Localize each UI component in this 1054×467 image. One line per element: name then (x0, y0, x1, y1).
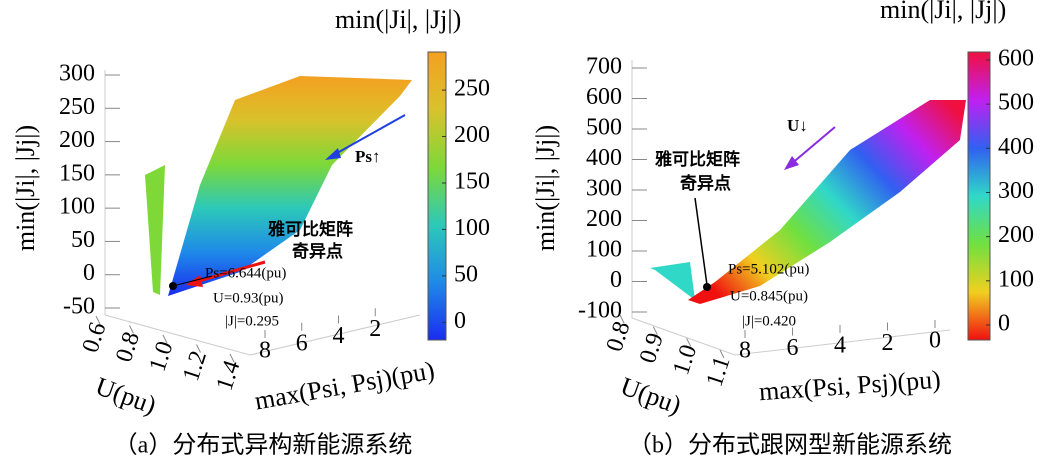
colorbar-tick-label: 0 (998, 310, 1010, 336)
z-tick-label: 100 (59, 194, 95, 220)
colorbar-tick-label: 300 (998, 178, 1034, 204)
annotation: 奇异点 (680, 173, 731, 193)
colorbar (967, 51, 991, 341)
x-tick-label: 0.6 (78, 319, 112, 356)
y-tick-label: 4 (834, 333, 846, 359)
annotation: |J|=0.295 (225, 313, 279, 329)
colorbar-title: min(|Ji|, |Jj|) (335, 5, 461, 34)
x-tick-label: 1.2 (178, 348, 212, 385)
y-tick-label: 2 (369, 316, 381, 342)
z-tick-label: 250 (59, 94, 95, 120)
surface (688, 100, 966, 304)
arrow (194, 260, 266, 284)
colorbar-tick-label: 100 (454, 215, 490, 241)
surface-flap (145, 165, 165, 295)
x-tick-label: 0.9 (635, 330, 669, 367)
y-axis-label: max(Psi, Psj)(pu) (758, 365, 942, 407)
z-tick-label: 300 (586, 176, 622, 202)
x-tick-label: 0.8 (111, 329, 145, 366)
y-tick-label: 8 (739, 338, 751, 364)
caption: （a）分布式异构新能源系统 (114, 432, 413, 459)
colorbar-tick-label: 250 (454, 76, 490, 102)
colorbar-tick-label: 200 (454, 122, 490, 148)
singular-point (703, 283, 711, 291)
caption: （b）分布式跟网型新能源系统 (628, 432, 952, 459)
annotation: |J|=0.420 (742, 313, 796, 329)
colorbar-tick-label: 100 (998, 266, 1034, 292)
axis-box (631, 60, 951, 356)
y-tick-label: 0 (929, 328, 941, 354)
colorbar-title: min(|Ji|, |Jj|) (880, 0, 1006, 24)
arrow-head (325, 148, 341, 160)
x-tick (719, 349, 725, 359)
z-tick-label: 150 (59, 160, 95, 186)
arrow-head (784, 156, 799, 170)
z-tick-label: 400 (586, 145, 622, 171)
colorbar-tick-label: 600 (998, 45, 1034, 71)
arrow (789, 126, 836, 166)
x-tick (229, 353, 235, 363)
z-tick-label: 100 (586, 237, 622, 263)
annotation: Ps=5.102(pu) (728, 261, 809, 277)
z-tick-label: 0 (610, 267, 622, 293)
annotation: 雅可比矩阵 (267, 219, 353, 239)
x-tick (619, 314, 625, 324)
surface (168, 76, 412, 296)
x-tick-label: 0.8 (602, 318, 636, 355)
surface-flap (650, 262, 695, 300)
colorbar-tick-label: 0 (454, 308, 466, 334)
leader (172, 275, 213, 287)
z-tick-label: 0 (83, 260, 95, 286)
annotation: Ps↑ (355, 147, 381, 166)
x-tick (129, 325, 134, 334)
x-tick (686, 338, 692, 347)
z-tick-label: 600 (586, 84, 622, 110)
y-tick-label: 6 (296, 330, 308, 356)
colorbar (427, 51, 447, 341)
z-tick-label: 200 (59, 127, 95, 153)
y-axis-label: max(Psi, Psj)(pu) (252, 355, 436, 415)
leader (694, 197, 708, 286)
x-tick (652, 326, 658, 335)
z-tick-label: -100 (578, 298, 622, 324)
colorbar-tick-label: 400 (998, 134, 1034, 160)
z-tick-label: 700 (586, 54, 622, 80)
y-tick-label: 8 (259, 338, 271, 364)
y-tick-label: 6 (787, 335, 799, 361)
x-tick-label: 1.1 (702, 353, 736, 390)
arrow (329, 114, 406, 158)
annotation: 奇异点 (292, 241, 343, 261)
y-tick-label: 4 (333, 323, 345, 349)
x-axis-label: U(pu) (92, 371, 160, 419)
z-axis-label: min(|Ji|, |Jj|) (11, 125, 40, 251)
z-tick-label: 500 (586, 115, 622, 141)
annotation: Ps=6.644(pu) (205, 265, 286, 281)
colorbar-tick-label: 200 (998, 222, 1034, 248)
annotation: U=0.845(pu) (730, 288, 808, 304)
axis-box (104, 70, 421, 356)
x-tick (162, 334, 168, 344)
annotation: U↓ (787, 116, 808, 135)
colorbar-tick-label: 150 (454, 168, 490, 194)
x-tick (196, 344, 201, 353)
z-axis-label: min(|Ji|, |Jj|) (531, 125, 560, 251)
annotation: 雅可比矩阵 (654, 149, 740, 169)
z-tick-label: 50 (71, 227, 95, 253)
z-tick-label: -50 (63, 294, 95, 320)
colorbar-tick-label: 500 (998, 90, 1034, 116)
annotation: U=0.93(pu) (213, 290, 284, 306)
y-tick-label: 2 (882, 330, 894, 356)
singular-point (169, 282, 177, 290)
x-tick-label: 1.0 (668, 342, 702, 379)
x-tick-label: 1.4 (212, 357, 246, 394)
z-tick-label: 300 (59, 61, 95, 87)
x-tick-label: 1.0 (145, 338, 179, 375)
x-axis-label: U(pu) (617, 371, 685, 419)
x-tick (95, 315, 101, 325)
z-tick-label: 200 (586, 206, 622, 232)
colorbar-tick-label: 50 (454, 261, 478, 287)
